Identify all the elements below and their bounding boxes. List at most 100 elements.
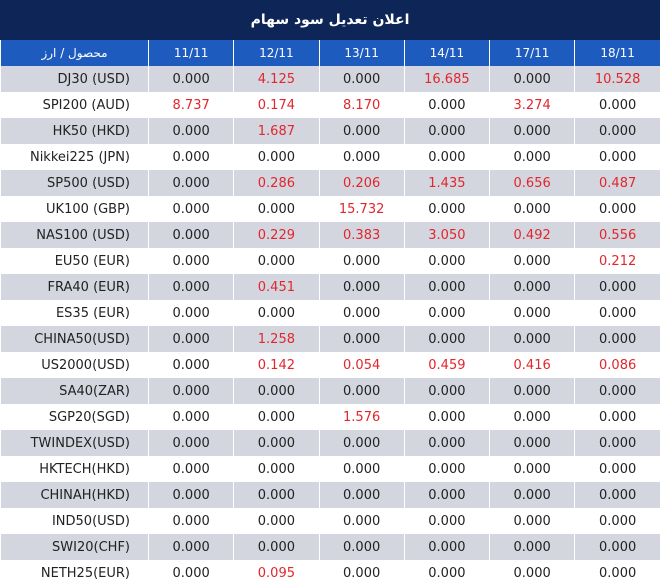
value-cell: 0.000 (403, 560, 490, 586)
value-cell: 0.000 (488, 300, 575, 326)
column-header: 12/11 (233, 40, 319, 66)
table-row: SP500 (USD) 0.000 0.286 0.206 1.435 0.656 0.48… (0, 170, 660, 196)
product-cell: SA40(ZAR) (0, 378, 149, 404)
column-header: محصول / ارز (0, 40, 149, 66)
table-row: CHINAH(HKD) 0.000 0.000 0.000 0.000 0.000 0.00… (0, 482, 660, 508)
value-cell: 0.086 (574, 352, 660, 378)
table-row: NETH25(EUR) 0.000 0.095 0.000 0.000 0.000 0.00… (0, 560, 660, 586)
value-cell: 0.000 (147, 326, 234, 352)
value-cell: 8.170 (318, 92, 405, 118)
value-cell: 0.000 (147, 274, 234, 300)
product-cell: TWINDEX(USD) (0, 430, 149, 456)
value-cell: 0.000 (147, 378, 234, 404)
value-cell: 0.286 (233, 170, 319, 196)
value-cell: 0.000 (147, 144, 234, 170)
value-cell: 0.000 (233, 482, 319, 508)
value-cell: 0.000 (318, 66, 405, 92)
value-cell: 0.000 (574, 534, 660, 560)
value-cell: 0.000 (318, 482, 405, 508)
product-cell: DJ30 (USD) (0, 66, 149, 92)
value-cell: 0.229 (233, 222, 319, 248)
value-cell: 0.000 (233, 430, 319, 456)
value-cell: 0.000 (574, 118, 660, 144)
value-cell: 0.000 (233, 378, 319, 404)
value-cell: 0.000 (318, 300, 405, 326)
value-cell: 0.212 (574, 248, 660, 274)
value-cell: 0.000 (403, 274, 490, 300)
value-cell: 0.000 (318, 144, 405, 170)
value-cell: 0.000 (403, 326, 490, 352)
value-cell: 0.000 (574, 456, 660, 482)
table-row: HK50 (HKD) 0.000 1.687 0.000 0.000 0.000 0.000 (0, 118, 660, 144)
value-cell: 0.000 (574, 430, 660, 456)
value-cell: 0.000 (488, 378, 575, 404)
value-cell: 0.000 (147, 482, 234, 508)
value-cell: 0.000 (318, 560, 405, 586)
table-row: SGP20(SGD) 0.000 0.000 1.576 0.000 0.000 0.000 (0, 404, 660, 430)
table-row: UK100 (GBP) 0.000 0.000 15.732 0.000 0.000 0.0… (0, 196, 660, 222)
value-cell: 0.000 (488, 326, 575, 352)
value-cell: 0.000 (488, 248, 575, 274)
value-cell: 0.000 (233, 404, 319, 430)
title-bar: اعلان تعدیل سود سهام (0, 0, 660, 40)
value-cell: 0.556 (574, 222, 660, 248)
value-cell: 0.000 (403, 534, 490, 560)
product-cell: UK100 (GBP) (0, 196, 149, 222)
value-cell: 0.000 (403, 300, 490, 326)
value-cell: 0.000 (488, 118, 575, 144)
value-cell: 0.000 (233, 248, 319, 274)
value-cell: 0.000 (403, 430, 490, 456)
value-cell: 10.528 (574, 66, 660, 92)
table-row: IND50(USD) 0.000 0.000 0.000 0.000 0.000 0.000 (0, 508, 660, 534)
value-cell: 0.000 (574, 378, 660, 404)
value-cell: 0.000 (488, 534, 575, 560)
product-cell: SWI20(CHF) (0, 534, 149, 560)
value-cell: 0.000 (318, 326, 405, 352)
table-row: SPI200 (AUD) 8.737 0.174 8.170 0.000 3.274 0.0… (0, 92, 660, 118)
value-cell: 0.054 (318, 352, 405, 378)
value-cell: 0.000 (403, 248, 490, 274)
value-cell: 0.000 (147, 456, 234, 482)
value-cell: 0.000 (147, 534, 234, 560)
table-row: ES35 (EUR) 0.000 0.000 0.000 0.000 0.000 0.000 (0, 300, 660, 326)
value-cell: 0.000 (147, 66, 234, 92)
value-cell: 0.000 (147, 404, 234, 430)
table-row: Nikkei225 (JPN) 0.000 0.000 0.000 0.000 0.000… (0, 144, 660, 170)
value-cell: 16.685 (403, 66, 490, 92)
value-cell: 0.000 (318, 274, 405, 300)
value-cell: 0.000 (147, 300, 234, 326)
value-cell: 0.000 (574, 196, 660, 222)
value-cell: 0.000 (318, 248, 405, 274)
value-cell: 15.732 (318, 196, 405, 222)
product-cell: SP500 (USD) (0, 170, 149, 196)
value-cell: 0.142 (233, 352, 319, 378)
value-cell: 0.000 (403, 378, 490, 404)
table-row: US2000(USD) 0.000 0.142 0.054 0.459 0.416 0.08… (0, 352, 660, 378)
value-cell: 3.274 (488, 92, 575, 118)
product-cell: ES35 (EUR) (0, 300, 149, 326)
value-cell: 0.000 (403, 118, 490, 144)
value-cell: 0.656 (488, 170, 575, 196)
value-cell: 0.487 (574, 170, 660, 196)
table-row: HKTECH(HKD) 0.000 0.000 0.000 0.000 0.000 0.00… (0, 456, 660, 482)
product-cell: EU50 (EUR) (0, 248, 149, 274)
value-cell: 0.000 (488, 482, 575, 508)
value-cell: 0.000 (147, 222, 234, 248)
table-row: SA40(ZAR) 0.000 0.000 0.000 0.000 0.000 0.000 (0, 378, 660, 404)
column-header: 13/11 (318, 40, 405, 66)
product-cell: Nikkei225 (JPN) (0, 144, 149, 170)
value-cell: 0.000 (488, 144, 575, 170)
product-cell: HKTECH(HKD) (0, 456, 149, 482)
table-row: NAS100 (USD) 0.000 0.229 0.383 3.050 0.492 0.5… (0, 222, 660, 248)
column-header: 14/11 (403, 40, 490, 66)
value-cell: 0.492 (488, 222, 575, 248)
value-cell: 0.000 (488, 430, 575, 456)
value-cell: 0.000 (574, 326, 660, 352)
value-cell: 0.000 (147, 196, 234, 222)
value-cell: 0.000 (233, 508, 319, 534)
value-cell: 0.000 (403, 196, 490, 222)
value-cell: 8.737 (147, 92, 234, 118)
value-cell: 1.435 (403, 170, 490, 196)
product-cell: SPI200 (AUD) (0, 92, 149, 118)
value-cell: 0.095 (233, 560, 319, 586)
